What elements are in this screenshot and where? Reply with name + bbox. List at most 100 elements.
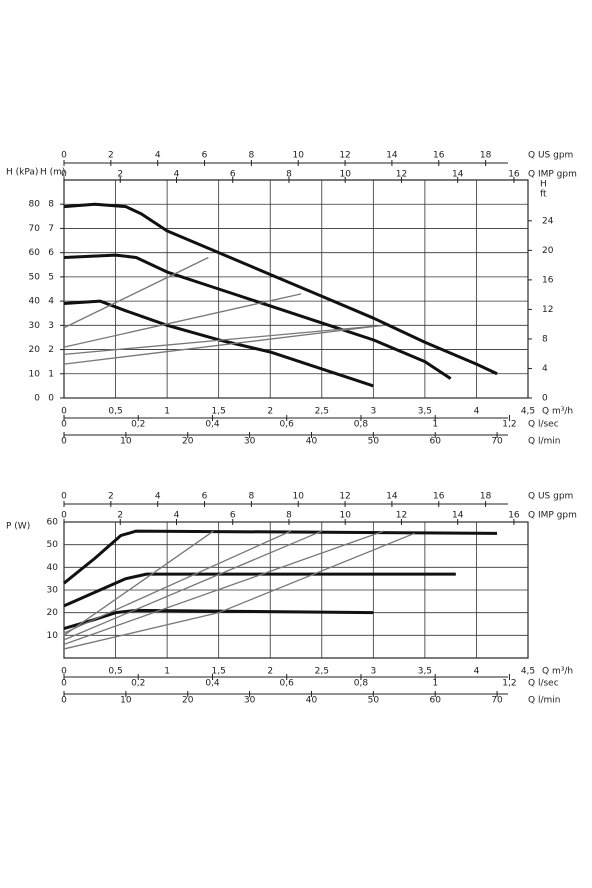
y-tick-label: 7	[48, 224, 54, 234]
curve	[63, 256, 209, 329]
y2-axis-unit: ft	[540, 190, 547, 200]
x-tick-label: 3	[370, 407, 376, 417]
curve	[63, 529, 498, 585]
x-axis-label: Q IMP gpm	[528, 170, 577, 180]
y-tick-label: 0	[34, 394, 40, 404]
x-tick-label: 0	[61, 407, 67, 417]
x-tick-label: 4	[174, 170, 180, 180]
x-tick-label: 4	[155, 151, 161, 161]
x-axis-label: Q l/min	[528, 437, 560, 447]
x-tick-label: 12	[396, 170, 407, 180]
x-axis-label: Q l/min	[528, 696, 560, 706]
x-tick-label: 0,6	[280, 420, 295, 430]
y-axis-label: H (m)	[40, 168, 65, 178]
x-tick-label: 30	[244, 696, 256, 706]
y-tick-label: 40	[47, 563, 59, 573]
x-tick-label: 70	[491, 696, 503, 706]
x-tick-label: 2	[108, 492, 114, 502]
x-axis-label: Q IMP gpm	[528, 511, 577, 521]
y-tick-label: 4	[48, 297, 54, 307]
curve	[63, 530, 384, 646]
y2-tick-label: 8	[542, 334, 548, 344]
curve	[63, 608, 374, 630]
y-tick-label: 30	[29, 321, 41, 331]
curve	[63, 530, 292, 634]
x-tick-label: 8	[286, 170, 292, 180]
x-tick-label: 0,8	[354, 420, 369, 430]
y-tick-label: 70	[29, 224, 41, 234]
x-tick-label: 0,2	[131, 420, 145, 430]
x-tick-label: 1,2	[502, 679, 516, 689]
x-tick-label: 2,5	[315, 407, 329, 417]
x-tick-label: 1	[164, 407, 170, 417]
x-tick-label: 1	[432, 679, 438, 689]
x-tick-label: 2,5	[315, 667, 329, 677]
x-tick-label: 20	[182, 437, 194, 447]
x-tick-label: 1,2	[502, 420, 516, 430]
x-tick-label: 4	[174, 511, 180, 521]
y2-tick-label: 12	[542, 305, 553, 315]
x-tick-label: 60	[429, 437, 441, 447]
x-tick-label: 0	[61, 420, 67, 430]
x-tick-label: 0	[61, 492, 67, 502]
y-tick-label: 3	[48, 321, 54, 331]
x-tick-label: 70	[491, 437, 503, 447]
x-tick-label: 40	[306, 696, 318, 706]
plot-frame	[63, 179, 529, 399]
curve	[63, 530, 323, 641]
x-tick-label: 4	[474, 407, 480, 417]
x-tick-label: 10	[292, 151, 304, 161]
x-tick-label: 16	[508, 511, 520, 521]
y-tick-label: 10	[29, 369, 41, 379]
y-tick-label: 50	[29, 272, 41, 282]
curve	[63, 299, 374, 388]
x-tick-label: 6	[230, 511, 236, 521]
x-tick-label: 4,5	[521, 407, 535, 417]
x-tick-label: 14	[452, 511, 464, 521]
x-tick-label: 1	[164, 667, 170, 677]
y-tick-label: 5	[48, 272, 54, 282]
y-tick-label: 10	[47, 631, 59, 641]
x-tick-label: 0	[61, 696, 67, 706]
y-tick-label: 0	[48, 394, 54, 404]
x-tick-label: 1,5	[212, 407, 226, 417]
x-axis-label: Q l/sec	[528, 679, 559, 689]
curve	[63, 202, 498, 376]
y-tick-label: 50	[47, 540, 59, 550]
x-tick-label: 2	[267, 407, 273, 417]
x-tick-label: 30	[244, 437, 256, 447]
y2-tick-label: 24	[542, 216, 554, 226]
x-tick-label: 4	[155, 492, 161, 502]
x-tick-label: 0	[61, 151, 67, 161]
x-tick-label: 16	[508, 170, 520, 180]
x-tick-label: 2	[117, 170, 123, 180]
y2-axis-label: H	[540, 180, 547, 190]
x-tick-label: 16	[433, 492, 445, 502]
x-axis-label: Q m³/h	[542, 407, 573, 417]
x-tick-label: 0,5	[108, 407, 122, 417]
x-tick-label: 8	[249, 151, 255, 161]
x-tick-label: 2	[108, 151, 114, 161]
y2-tick-label: 4	[542, 364, 548, 374]
x-tick-label: 10	[339, 511, 351, 521]
x-tick-label: 1,5	[212, 667, 226, 677]
x-tick-label: 14	[386, 492, 398, 502]
x-tick-label: 0	[61, 437, 67, 447]
y-tick-label: 60	[47, 518, 59, 528]
x-tick-label: 18	[480, 151, 492, 161]
x-tick-label: 60	[429, 696, 441, 706]
x-axis-label: Q l/sec	[528, 420, 559, 430]
x-tick-label: 0	[61, 170, 67, 180]
y2-tick-label: 20	[542, 246, 554, 256]
y-tick-label: 8	[48, 200, 54, 210]
x-tick-label: 2	[267, 667, 273, 677]
x-tick-label: 0,6	[280, 679, 295, 689]
x-tick-label: 10	[339, 170, 351, 180]
x-tick-label: 12	[339, 492, 350, 502]
x-tick-label: 6	[230, 170, 236, 180]
x-tick-label: 10	[292, 492, 304, 502]
x-tick-label: 14	[452, 170, 464, 180]
curve	[63, 572, 456, 608]
curve	[63, 253, 452, 380]
x-tick-label: 1	[432, 420, 438, 430]
